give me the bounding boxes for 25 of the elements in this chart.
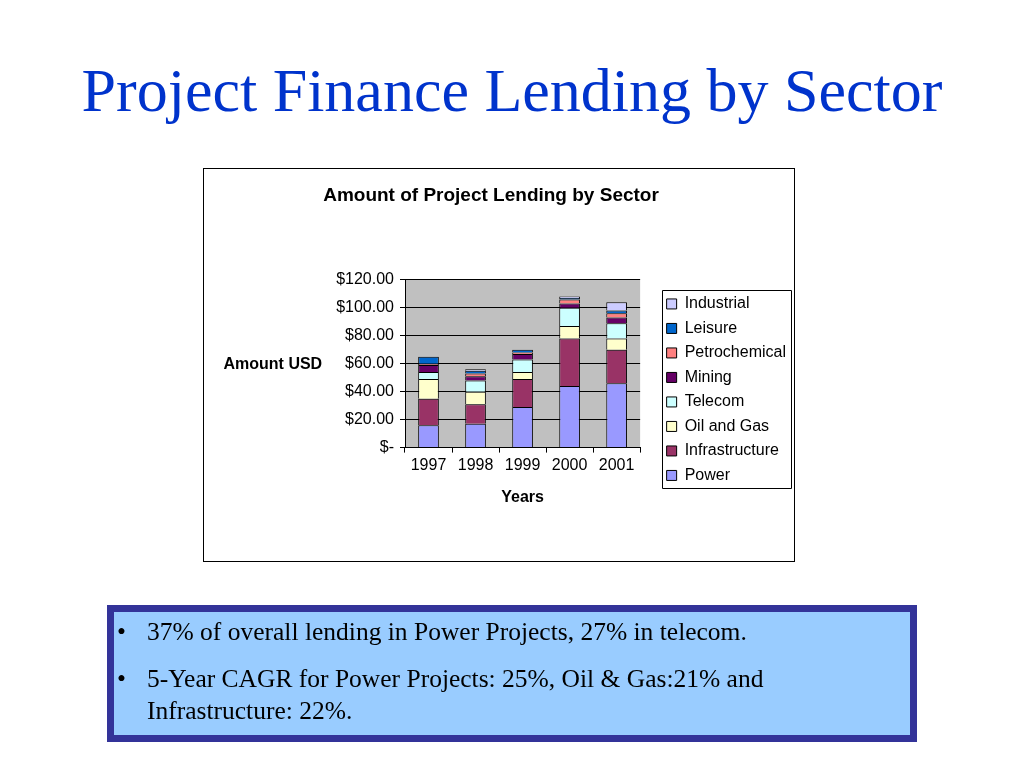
legend-label: Oil and Gas bbox=[684, 416, 770, 434]
x-axis-title: Years bbox=[501, 487, 545, 505]
legend-label: Leisure bbox=[684, 318, 738, 336]
x-tick-label: 2000 bbox=[551, 455, 588, 473]
x-tick-label: 1997 bbox=[410, 455, 447, 473]
legend-label: Petrochemical bbox=[684, 343, 786, 361]
x-tick-label: 2001 bbox=[598, 455, 635, 473]
legend-label: Infrastructure bbox=[684, 441, 779, 459]
chart-title: Project Finance Lending by Sector bbox=[80, 55, 944, 126]
y-tick-label: $80.00 bbox=[345, 326, 395, 344]
legend-label: Telecom bbox=[684, 392, 745, 410]
y-tick-label: $120.00 bbox=[336, 270, 395, 288]
y-tick-label: $40.00 bbox=[345, 382, 395, 400]
y-axis-title: Amount USD bbox=[223, 355, 323, 373]
note-box: • 37% of overall lending in Power Projects, 27% in telecom. • 5-Year CAGR for Power Projects: 25%, Oil & Gas:21% and Infrastructure: 22%. bbox=[107, 605, 917, 742]
y-tick-label: $100.00 bbox=[336, 298, 395, 316]
y-tick-label: $- bbox=[379, 438, 394, 456]
chart-subtitle: Amount of Project Lending by Sector bbox=[323, 183, 660, 205]
y-tick-label: $60.00 bbox=[345, 354, 395, 372]
y-tick-label: $20.00 bbox=[345, 410, 395, 428]
x-tick-label: 1999 bbox=[504, 455, 541, 473]
legend-label: Mining bbox=[684, 367, 732, 385]
x-tick-label: 1998 bbox=[457, 455, 494, 473]
legend-label: Power bbox=[684, 465, 731, 483]
legend-label: Industrial bbox=[684, 294, 750, 312]
